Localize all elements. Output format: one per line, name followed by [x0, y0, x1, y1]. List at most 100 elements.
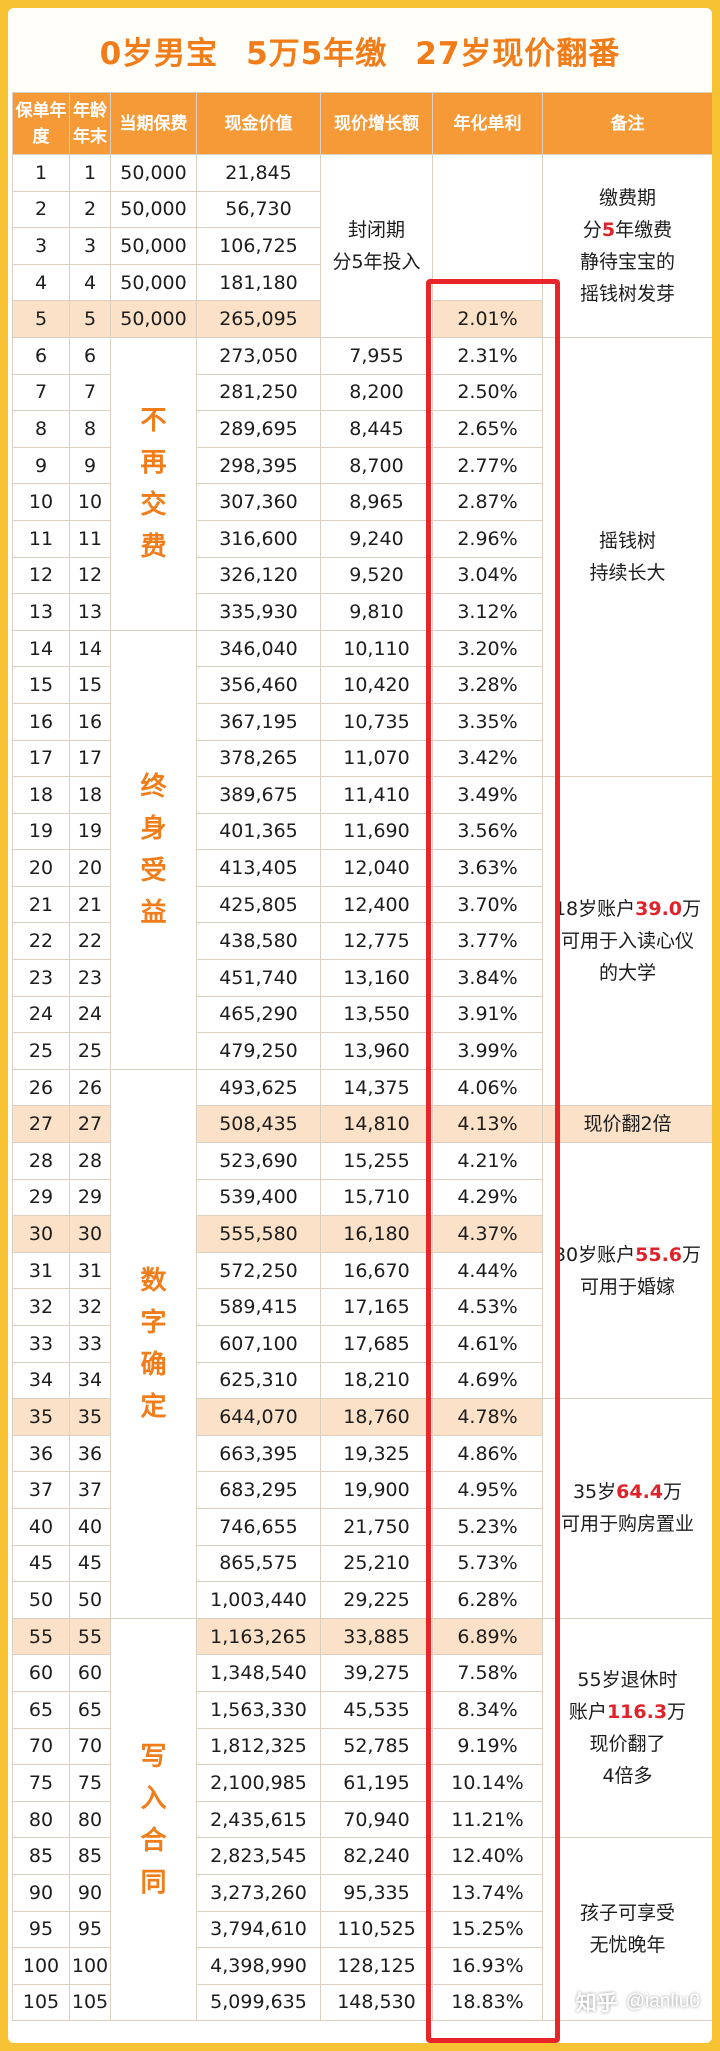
- note-line: 现价翻了: [545, 1728, 710, 1760]
- cash-value-table: 保单年度 年龄年末 当期保费 现金价值 现价增长额 年化单利 备注 1 1 50,0…: [12, 92, 713, 2022]
- table-row: 23 23 451,740 13,160 3.84%: [12, 959, 713, 997]
- growth-cell: 128,125: [320, 1947, 433, 1985]
- age-cell: 12: [69, 556, 111, 595]
- growth-cell: 16,180: [320, 1215, 433, 1253]
- side-label-cell: 写入合同: [110, 1617, 197, 2022]
- age-cell: 14: [69, 629, 111, 668]
- age-cell: 37: [69, 1471, 111, 1509]
- annual-rate-cell: 18.83%: [432, 1983, 543, 2022]
- cash-value-cell: 479,250: [196, 1032, 321, 1070]
- annual-rate-cell: 3.04%: [432, 556, 543, 595]
- age-cell: 24: [69, 995, 111, 1034]
- note-cell: 30岁账户55.6万 可用于婚嫁: [542, 1142, 712, 1400]
- annual-rate-cell: 3.70%: [432, 885, 543, 924]
- side-label-cell: 数字确定: [110, 1068, 197, 1619]
- age-cell: 95: [69, 1910, 111, 1949]
- policy-year-cell: 6: [12, 336, 70, 375]
- policy-year-cell: 34: [12, 1361, 70, 1400]
- age-cell: 11: [69, 519, 111, 558]
- annual-rate-cell: 10.14%: [432, 1764, 543, 1802]
- age-cell: 25: [69, 1032, 111, 1070]
- cash-value-cell: 4,398,990: [196, 1947, 321, 1985]
- age-cell: 60: [69, 1654, 111, 1692]
- table-row: 10 10 307,360 8,965 2.87%: [12, 483, 713, 521]
- note-segment: 无忧晚年: [589, 1934, 666, 1957]
- annual-rate-cell: 7.58%: [432, 1654, 543, 1692]
- note-line: 30岁账户55.6万: [545, 1239, 710, 1271]
- policy-year-cell: 31: [12, 1251, 70, 1290]
- age-cell: 23: [69, 959, 111, 997]
- note-line: 55岁退休时: [545, 1664, 710, 1696]
- note-line: 现价翻2倍: [545, 1108, 710, 1140]
- note-segment: 摇钱树发芽: [579, 282, 675, 305]
- age-cell: 27: [69, 1105, 111, 1144]
- note-line: 可用于购房置业: [545, 1508, 710, 1540]
- table-row: 22 22 438,580 12,775 3.77%: [12, 922, 713, 961]
- cash-value-cell: 3,794,610: [196, 1910, 321, 1949]
- note-cell: 55岁退休时 账户116.3万 现价翻了 4倍多: [542, 1617, 712, 1839]
- col-header-age: 年龄年末: [69, 92, 111, 155]
- table-row: 31 31 572,250 16,670 4.44%: [12, 1251, 713, 1290]
- note-text: 55岁退休时 账户116.3万 现价翻了 4倍多: [544, 1664, 712, 1792]
- policy-year-cell: 22: [12, 922, 70, 961]
- age-cell: 17: [69, 739, 111, 778]
- growth-cell: 12,775: [320, 922, 433, 961]
- note-segment: 年缴费: [615, 218, 673, 241]
- age-cell: 3: [69, 227, 111, 265]
- side-label-char: 确: [140, 1349, 167, 1380]
- growth-cell: 110,525: [320, 1910, 433, 1949]
- growth-cell: 16,670: [320, 1251, 433, 1290]
- note-highlight-number: 55.6: [635, 1243, 683, 1266]
- policy-year-cell: 11: [12, 519, 70, 558]
- annual-rate-cell: 2.96%: [432, 519, 543, 558]
- table-row: 90 90 3,273,260 95,335 13.74%: [12, 1873, 713, 1912]
- watermark-site: 知乎: [575, 1992, 618, 2015]
- table-row: 19 19 401,365 11,690 3.56%: [12, 812, 713, 851]
- age-cell: 1: [69, 154, 111, 192]
- table-row: 1 1 50,000 21,845 封闭期 分5年投入 缴费期 分5年缴费 静待宝宝的 摇钱树发芽: [12, 153, 712, 338]
- annual-rate-cell: 3.35%: [432, 702, 543, 741]
- table-row: 14 14 终身受益 346,040 10,110 3.20%: [12, 629, 713, 1070]
- note-segment: 18岁账户: [553, 898, 636, 921]
- annual-rate-cell: 2.77%: [432, 446, 543, 485]
- table-row: 26 26 数字确定 493,625 14,375 4.06%: [12, 1068, 713, 1619]
- table-row: 7 7 281,250 8,200 2.50%: [12, 373, 713, 412]
- premium-cell: 50,000: [110, 227, 197, 265]
- side-label: 数字确定: [112, 1260, 196, 1428]
- note-segment: 账户: [568, 1701, 607, 1724]
- cash-value-cell: 508,435: [196, 1105, 321, 1144]
- policy-year-cell: 45: [12, 1544, 70, 1583]
- policy-year-cell: 33: [12, 1325, 70, 1363]
- note-line: 的大学: [545, 957, 710, 989]
- premium-cell: 50,000: [110, 300, 197, 338]
- table-row: 32 32 589,415 17,165 4.53%: [12, 1288, 713, 1326]
- table-row: 70 70 1,812,325 52,785 9.19%: [12, 1727, 713, 1766]
- note-text: 缴费期 分5年缴费 静待宝宝的 摇钱树发芽: [544, 182, 712, 310]
- policy-year-cell: 40: [12, 1507, 70, 1546]
- side-label-char: 终: [140, 771, 167, 802]
- note-line: 分5年缴费: [545, 214, 710, 246]
- annual-rate-cell: 4.69%: [432, 1361, 543, 1400]
- col-header-notes: 备注: [542, 92, 712, 155]
- side-label-cell: 终身受益: [110, 629, 197, 1070]
- cash-value-cell: 265,095: [196, 300, 321, 338]
- annual-rate-cell: 4.61%: [432, 1325, 543, 1363]
- cash-value-cell: 451,740: [196, 959, 321, 997]
- cash-value-cell: 307,360: [196, 483, 321, 521]
- growth-cell: 17,165: [320, 1288, 433, 1326]
- age-cell: 105: [69, 1983, 111, 2022]
- policy-year-cell: 105: [12, 1983, 70, 2022]
- growth-cell: 19,900: [320, 1471, 433, 1509]
- table-row: 3 3 50,000 106,725: [12, 227, 713, 265]
- policy-year-cell: 2: [12, 190, 70, 229]
- side-label: 不再交费: [112, 400, 196, 568]
- cash-value-cell: 572,250: [196, 1251, 321, 1290]
- annual-rate-cell: 3.91%: [432, 995, 543, 1034]
- cash-value-cell: 298,395: [196, 446, 321, 485]
- growth-cell: 52,785: [320, 1727, 433, 1766]
- policy-year-cell: 16: [12, 702, 70, 741]
- note-cell: 摇钱树 持续长大: [542, 336, 712, 778]
- table-row: 5 5 50,000 265,095 2.01%: [12, 300, 713, 338]
- cash-value-cell: 56,730: [196, 190, 321, 229]
- policy-year-cell: 27: [12, 1105, 70, 1144]
